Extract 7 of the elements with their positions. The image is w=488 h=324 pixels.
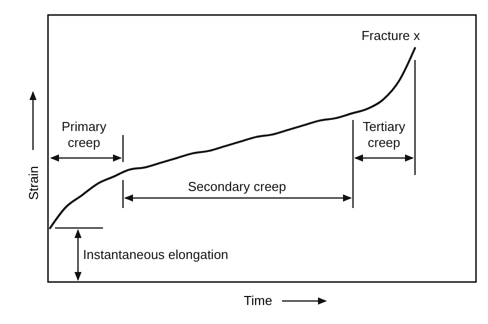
y-axis-title: Strain: [26, 166, 41, 200]
annotation: Instantaneous elongation: [83, 247, 228, 262]
x-axis-title: Time: [244, 293, 272, 308]
annotation: Primary creep: [62, 119, 107, 150]
annotation: Secondary creep: [188, 179, 286, 194]
text: Fracture x: [361, 28, 420, 43]
annotation: Tertiary creep: [362, 119, 406, 150]
